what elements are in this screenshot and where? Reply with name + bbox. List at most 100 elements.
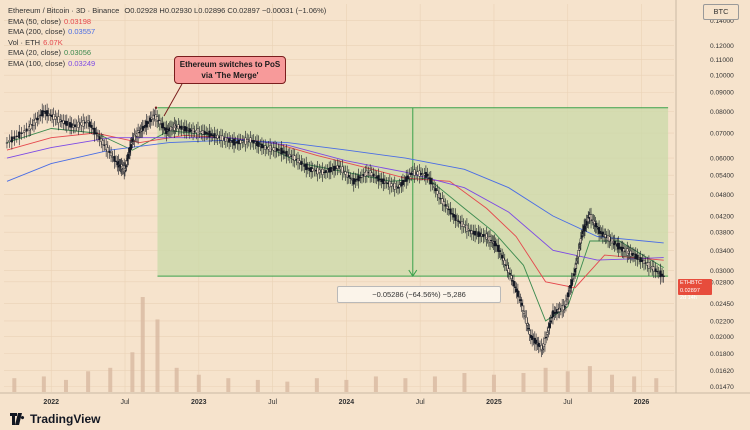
x-tick-label: 2023 — [191, 399, 207, 406]
candle-body — [114, 160, 118, 162]
candle-body — [518, 296, 521, 298]
candle-body — [180, 125, 183, 130]
candle-body — [537, 343, 540, 347]
candle-body — [156, 116, 159, 122]
candle-body — [444, 204, 447, 207]
indicator-value: 0.03056 — [63, 48, 92, 58]
candle-body — [482, 234, 485, 238]
candle-body — [106, 147, 109, 152]
indicator-list: EMA (50, close) 0.03198 EMA (200, close) 0.… — [8, 17, 326, 70]
candle-body — [406, 175, 409, 180]
candle-body — [485, 233, 488, 240]
candle-body — [544, 336, 548, 339]
candle-body — [571, 278, 574, 280]
indicator-row[interactable]: EMA (50, close) 0.03198 — [8, 17, 326, 28]
measure-arrow-head — [408, 269, 418, 277]
candle-body — [359, 176, 362, 179]
candle-body — [503, 260, 506, 265]
y-tick-label: 0.11000 — [710, 57, 734, 64]
candle-body — [29, 124, 32, 130]
candle-body — [88, 121, 91, 127]
x-tick-label: 2022 — [43, 399, 59, 406]
callout-line-1: Ethereum switches to PoS — [179, 60, 281, 69]
candle-body — [108, 150, 111, 153]
candle-body — [570, 279, 573, 286]
indicator-row[interactable]: EMA (100, close) 0.03249 — [8, 59, 326, 70]
indicator-row[interactable]: EMA (20, close) 0.03056 — [8, 48, 326, 59]
volume-bar — [86, 371, 91, 392]
candle-body — [563, 306, 566, 308]
volume-bar — [491, 374, 496, 392]
price-candles — [5, 103, 665, 358]
candle-body — [142, 125, 146, 129]
ema-line — [6, 132, 664, 289]
candle-body — [101, 140, 104, 145]
candle-body — [526, 323, 529, 326]
measure-tool[interactable] — [157, 107, 669, 277]
candle-body — [377, 175, 380, 182]
candle-body — [161, 123, 164, 129]
indicator-row[interactable]: Vol · ETH 6.07K — [8, 38, 326, 49]
brand-logo[interactable]: TradingView — [10, 412, 100, 426]
y-tick-label: 0.01800 — [710, 351, 734, 358]
candle-body — [642, 259, 646, 264]
candle-body — [617, 242, 620, 250]
candle-body — [433, 185, 436, 188]
candle-body — [152, 114, 155, 120]
indicator-label: EMA (100, close) — [8, 58, 66, 68]
y-tick-label: 0.14000 — [710, 18, 734, 25]
candle-body — [527, 328, 530, 330]
volume-bar — [12, 378, 17, 392]
y-tick-label: 0.06000 — [710, 156, 734, 163]
indicator-row[interactable]: EMA (200, close) 0.03557 — [8, 27, 326, 38]
candle-body — [511, 280, 514, 282]
candle-body — [205, 132, 208, 134]
merge-marker — [154, 106, 158, 109]
candle-body — [465, 224, 469, 232]
candle-body — [393, 183, 396, 190]
indicator-label: EMA (20, close) — [8, 48, 61, 58]
candle-body — [347, 175, 350, 178]
volume-bar — [130, 352, 135, 392]
candle-body — [301, 163, 305, 165]
candle-body — [109, 152, 113, 156]
candle-body — [512, 281, 516, 287]
candle-body — [488, 236, 492, 243]
y-tick-label: 0.02000 — [710, 334, 734, 341]
candle-body — [396, 186, 400, 189]
candle-body — [441, 198, 444, 204]
candle-body — [613, 240, 616, 246]
x-tick-label: 2024 — [339, 399, 355, 406]
indicator-value: 0.03198 — [63, 16, 92, 26]
candle-body — [654, 268, 657, 272]
volume-bar — [344, 379, 349, 392]
candle-body — [549, 320, 552, 323]
candle-body — [373, 175, 377, 178]
candle-body — [15, 135, 18, 137]
candle-body — [357, 175, 360, 182]
candle-body — [98, 136, 101, 140]
candle-body — [288, 153, 291, 157]
y-tick-label: 0.01620 — [710, 368, 734, 375]
price-tag-countdown: 2d 14h — [680, 295, 697, 301]
candle-body — [18, 131, 21, 138]
candle-body — [431, 183, 434, 185]
volume-bar — [632, 376, 637, 392]
candle-body — [5, 142, 9, 144]
candle-body — [499, 253, 502, 255]
candle-body — [349, 177, 352, 179]
candle-body — [520, 302, 523, 306]
currency-badge[interactable]: BTC — [703, 4, 739, 20]
legend-title-row: Ethereum / Bitcoin · 3D · Binance O0.029… — [8, 6, 326, 17]
candle-body — [95, 132, 98, 135]
volume-bar — [155, 319, 160, 392]
volume-bar — [462, 373, 467, 392]
y-tick-label: 0.08000 — [710, 109, 734, 116]
volume-bar — [196, 374, 201, 392]
y-tick-label: 0.03400 — [710, 248, 734, 255]
candle-body — [498, 250, 501, 252]
price-tag: ETHBTC 0.02897 2d 14h — [678, 279, 712, 301]
indicator-value: 0.03557 — [68, 27, 96, 37]
candle-body — [429, 177, 432, 185]
y-tick-label: 0.10000 — [710, 73, 734, 80]
